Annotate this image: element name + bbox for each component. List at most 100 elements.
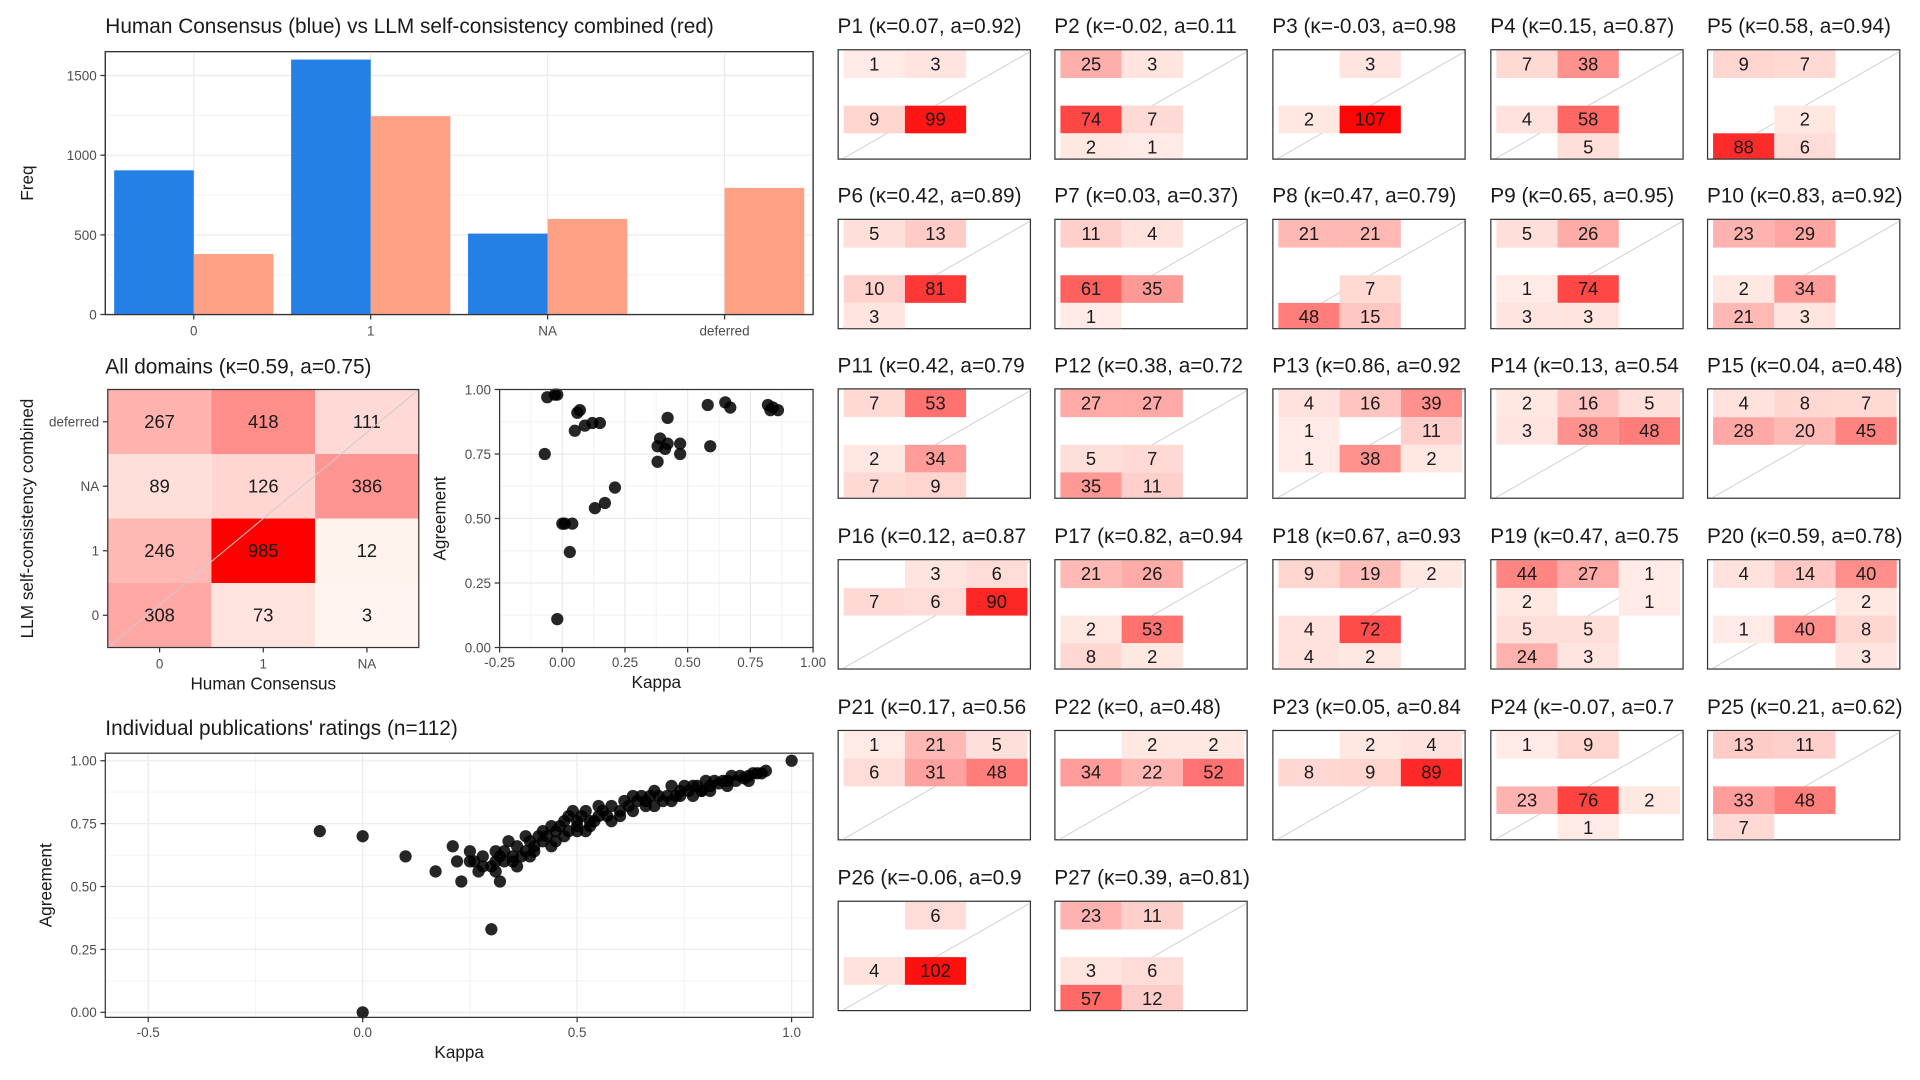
publication-heat-cell (1121, 219, 1183, 248)
publication-cell-value: 7 (869, 475, 879, 496)
publication-cell-value: 20 (1795, 420, 1815, 441)
publication-heat-cell (1713, 615, 1775, 644)
publication-heat-cell (904, 105, 967, 134)
publication-cell-value: 3 (1365, 53, 1375, 74)
all-domains-panel: All domains (κ=0.59, a=0.75) 267 418 111 89… (0, 350, 429, 706)
publication-heatmap-svg: 2 234 22 52 (1058, 731, 1247, 840)
publication-cell-value: 2 (1147, 646, 1157, 667)
publication-cell-value: 8 (1800, 392, 1810, 413)
ka-plot-border (498, 388, 814, 649)
publication-cell-value: 2 (1800, 109, 1810, 130)
publication-heat-cell (1121, 758, 1183, 787)
publication-heat-cell (1060, 444, 1122, 473)
publication-cell-value: 3 (869, 306, 879, 327)
publication-cell-value: 5 (869, 223, 879, 244)
ka-x-axis-title: Kappa (632, 672, 682, 692)
publication-heat-cell (1060, 275, 1122, 303)
publication-heat-cell (904, 444, 967, 473)
publication-heat-cell (1496, 219, 1558, 248)
publication-heat-cell (843, 105, 905, 134)
publication-heat-cell (1618, 587, 1681, 616)
publication-heat-cell (1774, 275, 1836, 303)
publication-heatmap-svg: 21 26 2 53 8 2 (1058, 560, 1247, 669)
pubs-point (468, 855, 481, 868)
publication-heatmap-svg: 3 6 7 6 90 (842, 560, 1030, 669)
publication-heat-cell (1278, 389, 1340, 418)
publication-cell-value: 5 (1522, 223, 1532, 244)
publication-heatmap: 44 27 1 2 1 5 5 24 3 (1490, 559, 1684, 670)
publication-cell-value: 7 (1365, 278, 1375, 299)
publication-cell-value: 16 (1360, 392, 1380, 413)
publication-heat-cell (1339, 50, 1401, 79)
publication-heat-cell (966, 560, 1028, 588)
publication-heat-cell (1713, 560, 1775, 588)
freq-plot-border (104, 50, 814, 316)
publication-heat-cell (1121, 957, 1183, 985)
ka-point (608, 481, 622, 494)
publication-heatmap-title: P13 (κ=0.86, a=0.92 (1272, 353, 1461, 378)
publication-heat-cell (1278, 444, 1340, 473)
publication-cell-value: 5 (992, 734, 1002, 755)
publication-cell-value: 1 (1644, 563, 1654, 584)
publication-cell-value: 12 (1142, 988, 1162, 1009)
pubs-x-tick-label: 0.5 (568, 1025, 587, 1040)
publication-cell-value: 1 (1086, 306, 1096, 327)
publication-heat-cell (1278, 560, 1340, 588)
ka-y-axis-title: Agreement (430, 476, 450, 560)
publication-heat-cell (1060, 643, 1122, 669)
pubs-point (579, 825, 592, 838)
publication-cell-value: 34 (1795, 278, 1815, 299)
publication-heat-cell (966, 731, 1028, 759)
publication-heat-cell (1339, 389, 1401, 418)
pubs-y-tick-label: 0.00 (71, 1005, 97, 1020)
all-cell-value: 418 (248, 411, 279, 432)
publication-heat-cell (1557, 302, 1619, 329)
publication-heatmap-svg: 5 26 1 74 3 3 (1494, 219, 1683, 329)
publication-cell-value: 2 (1304, 109, 1314, 130)
all-cell-value: 89 (149, 475, 169, 496)
publication-heat-cell (1835, 389, 1897, 418)
publication-heatmap-svg: 4 8 7 28 20 45 (1711, 389, 1900, 498)
publication-heat-cell (904, 50, 967, 79)
publication-heatmap-svg: 4 16 391 111 38 2 (1276, 389, 1465, 498)
publication-cell-value: 4 (1304, 646, 1314, 667)
ka-x-tick-label: 0.25 (612, 655, 638, 670)
freq-chart: 0 500 1000 1500 0 1 NA deferred Freq (17, 50, 814, 338)
publication-heat-cell (1835, 417, 1897, 445)
all-x-tick-label: NA (358, 656, 377, 671)
publication-cell-value: 28 (1733, 420, 1753, 441)
pubs-point (429, 865, 442, 878)
publication-heat-cell (1774, 417, 1836, 445)
publication-cell-value: 7 (1861, 392, 1871, 413)
publication-cell-value: 99 (925, 109, 945, 130)
publication-heatmap-svg: 2 48 9 89 (1276, 731, 1465, 840)
publication-heat-cell (1618, 560, 1681, 588)
publication-heat-cell (1496, 275, 1558, 303)
publication-heat-cell (1496, 302, 1558, 329)
publication-heat-cell (904, 275, 967, 303)
publication-heat-cell (1713, 814, 1775, 840)
publication-cell-value: 5 (1583, 619, 1593, 640)
pubs-point (583, 814, 597, 828)
all-y-tick-label: 1 (92, 544, 99, 559)
publication-cell-value: 48 (987, 762, 1007, 783)
pubs-y-tick-label: 0.75 (71, 817, 97, 832)
publication-cell-value: 35 (1142, 278, 1162, 299)
publication-heat-cell (1713, 786, 1775, 815)
freq-x-tick-label: 1 (367, 323, 374, 338)
publication-heat-cell (904, 389, 967, 418)
all-cell-value: 73 (253, 604, 273, 625)
freq-panel: Human Consensus (blue) vs LLM self-consi… (0, 0, 827, 350)
publication-heatmap-title: P21 (κ=0.17, a=0.56 (837, 695, 1027, 719)
publication-heat-cell (1400, 417, 1463, 445)
publication-heatmap-svg: 1 21 5 6 31 48 (842, 731, 1030, 840)
publication-heatmap: 21 21 7 48 15 (1272, 218, 1466, 330)
ka-point (704, 440, 717, 453)
all-cell-value: 3 (362, 604, 372, 625)
publication-heat-cell (1774, 302, 1836, 329)
pubs-point (673, 789, 687, 803)
publication-heatmap-svg: 23 11 3 6 57 12 (1058, 901, 1247, 1010)
all-y-tick-label: NA (80, 479, 99, 494)
publication-cell-value: 6 (869, 762, 879, 783)
